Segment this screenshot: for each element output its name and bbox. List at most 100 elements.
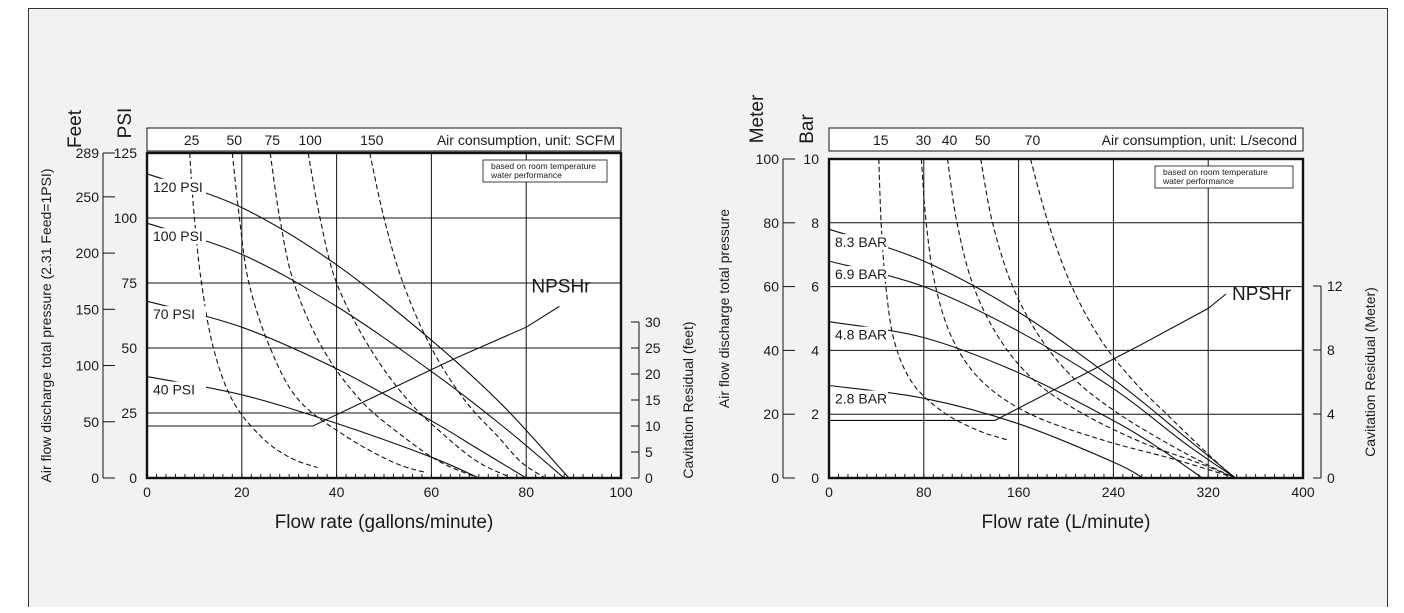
imperial-x-axis-title: Flow rate (gallons/minute) xyxy=(275,512,494,533)
imperial-plot-frame xyxy=(145,151,623,480)
imperial-outer-tick-label: 0 xyxy=(91,470,99,486)
imperial-pressure-curve xyxy=(146,300,527,479)
imperial-pressure-unit-label: PSI xyxy=(115,108,136,139)
imperial-pressure-curve xyxy=(146,173,570,479)
metric-air-curve-15 xyxy=(878,158,1007,441)
imperial-note-line-1: based on room temperature xyxy=(491,161,596,171)
imperial-curve-label-bg xyxy=(152,381,206,398)
metric-right-tick-label: 4 xyxy=(1327,406,1335,422)
metric-pressure-curve xyxy=(828,321,1203,479)
metric-curve-label-bg xyxy=(834,234,888,251)
imperial-note-line-2: water performance xyxy=(490,170,562,180)
imperial-right-tick-label: 10 xyxy=(645,418,661,434)
imperial-air-label-25: 25 xyxy=(184,132,200,148)
imperial-outer-tick-label: 100 xyxy=(76,358,100,374)
metric-x-tick-label: 400 xyxy=(1291,484,1315,500)
imperial-outer-axis-title: Air flow discharge total pressure (2.31 … xyxy=(38,169,54,483)
imperial-right-axis-title: Cavitation Residual (feet) xyxy=(680,321,696,478)
imperial-outer-tick-label: 250 xyxy=(76,189,100,205)
metric-right-tick-label: 8 xyxy=(1327,342,1335,358)
metric-curve-label: 6.9 BAR xyxy=(835,266,887,282)
metric-pressure-curve xyxy=(828,260,1236,479)
metric-x-tick-label: 160 xyxy=(1007,484,1031,500)
metric-curve-label: 4.8 BAR xyxy=(835,327,887,343)
imperial-air-label-100: 100 xyxy=(298,132,322,148)
metric-outer-tick-label: 80 xyxy=(763,215,779,231)
imperial-right-tick-label: 25 xyxy=(645,340,661,356)
metric-outer-tick-label: 0 xyxy=(771,470,779,486)
imperial-air-label-150: 150 xyxy=(360,132,384,148)
metric-right-axis-title: Cavitation Residual (Meter) xyxy=(1362,287,1378,457)
imperial-right-tick-label: 15 xyxy=(645,392,661,408)
metric-right-tick-label: 12 xyxy=(1327,278,1343,294)
metric-pressure-unit-label: Bar xyxy=(797,114,818,144)
imperial-pressure-tick-label: 100 xyxy=(114,210,138,226)
imperial-pressure-tick-label: 50 xyxy=(121,340,137,356)
metric-pressure-tick-label: 10 xyxy=(803,151,819,167)
metric-outer-tick-label: 100 xyxy=(756,151,780,167)
metric-x-tick-label: 80 xyxy=(916,484,932,500)
imperial-npshr-label: NPSHr xyxy=(531,276,591,297)
metric-air-label-15: 15 xyxy=(873,132,889,148)
metric-pressure-tick-label: 8 xyxy=(811,215,819,231)
metric-curve-label: 2.8 BAR xyxy=(835,390,887,406)
imperial-x-tick-label: 60 xyxy=(424,484,440,500)
metric-pressure-tick-label: 2 xyxy=(811,406,819,422)
metric-pressure-tick-label: 6 xyxy=(811,279,819,295)
imperial-curve-label: 40 PSI xyxy=(153,382,195,398)
figure-panel: Air consumption, unit: SCFM 0 20 40 60 80 100 0… xyxy=(28,8,1388,607)
imperial-right-tick-label: 20 xyxy=(645,366,661,382)
metric-outer-axis-title: Air flow discharge total pressure xyxy=(716,209,732,408)
metric-air-label-30: 30 xyxy=(916,132,932,148)
imperial-outer-tick-label: 150 xyxy=(76,301,100,317)
metric-npshr-line xyxy=(829,293,1227,421)
imperial-x-tick-label: 100 xyxy=(609,484,633,500)
imperial-curve-label-bg xyxy=(152,228,206,245)
metric-air-curve-30 xyxy=(920,158,1236,479)
imperial-curve-label: 70 PSI xyxy=(153,306,195,322)
imperial-right-tick-label: 0 xyxy=(645,470,653,486)
imperial-x-tick-label: 80 xyxy=(518,484,534,500)
metric-curve-label-bg xyxy=(834,326,888,343)
metric-x-tick-label: 320 xyxy=(1197,484,1221,500)
imperial-curve-label-bg xyxy=(152,306,206,323)
imperial-air-label-50: 50 xyxy=(227,132,243,148)
metric-curve-label-bg xyxy=(834,390,888,407)
metric-outer-tick-label: 20 xyxy=(763,406,779,422)
metric-pressure-curve xyxy=(828,228,1236,479)
metric-air-label-50: 50 xyxy=(975,132,991,148)
metric-air-consumption-bar xyxy=(828,127,1304,152)
metric-right-tick-label: 0 xyxy=(1327,470,1335,486)
imperial-air-curve-100 xyxy=(307,152,513,479)
metric-air-curve-70 xyxy=(1029,158,1236,479)
imperial-outer-unit-label: Feet xyxy=(65,109,86,148)
metric-pressure-tick-label: 0 xyxy=(811,470,819,486)
imperial-pressure-tick-label: 0 xyxy=(129,470,137,486)
imperial-x-tick-label: 40 xyxy=(329,484,345,500)
imperial-curve-label: 120 PSI xyxy=(153,179,203,195)
imperial-outer-tick-label: 50 xyxy=(83,414,99,430)
metric-note-box xyxy=(1154,165,1294,189)
imperial-npshr-line xyxy=(147,305,560,427)
imperial-pressure-tick-label: 25 xyxy=(121,405,137,421)
imperial-air-label-75: 75 xyxy=(264,132,280,148)
metric-pressure-curve xyxy=(828,384,1144,479)
imperial-right-tick-label: 30 xyxy=(645,314,661,330)
metric-air-label-70: 70 xyxy=(1025,132,1041,148)
metric-note-line-1: based on room temperature xyxy=(1163,167,1268,177)
imperial-pressure-curve xyxy=(146,222,565,479)
metric-x-tick-label: 0 xyxy=(825,484,833,500)
imperial-x-tick-label: 0 xyxy=(143,484,151,500)
imperial-air-curve-50 xyxy=(231,152,427,474)
imperial-air-consumption-label: Air consumption, unit: SCFM xyxy=(437,132,615,148)
metric-air-label-40: 40 xyxy=(942,132,958,148)
metric-curve-label-bg xyxy=(834,266,888,283)
metric-outer-tick-label: 40 xyxy=(763,342,779,358)
metric-outer-tick-label: 60 xyxy=(763,279,779,295)
imperial-x-tick-label: 20 xyxy=(234,484,250,500)
imperial-pressure-curve xyxy=(146,376,480,479)
metric-x-axis-title: Flow rate (L/minute) xyxy=(982,512,1151,533)
imperial-air-curve-25 xyxy=(189,152,318,469)
metric-pressure-tick-label: 4 xyxy=(811,342,819,358)
